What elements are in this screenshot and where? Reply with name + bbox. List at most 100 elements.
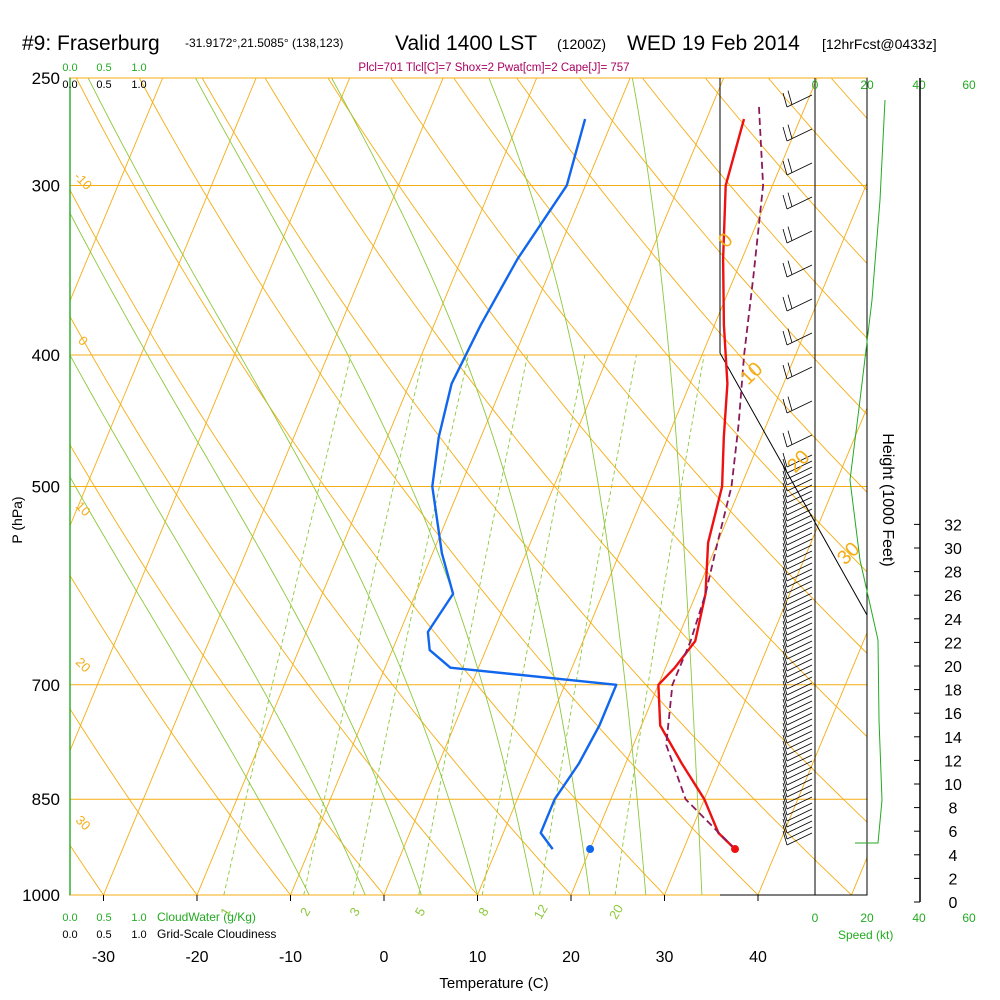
wind-barb — [782, 458, 813, 474]
wind-barb-staff — [786, 366, 813, 380]
height-tick-label: 4 — [949, 848, 958, 865]
wind-barb — [782, 158, 813, 176]
wind-barb-feather — [782, 296, 788, 312]
moist-adiabat-line — [488, 78, 647, 895]
wind-barb-staff — [786, 508, 813, 522]
mixing-ratio-line — [303, 354, 425, 895]
wind-barb-staff — [786, 94, 813, 108]
wind-barb-staff — [786, 736, 813, 750]
wind-barb — [782, 494, 813, 510]
mixing-ratio-label: 20 — [606, 902, 626, 922]
wind-barb — [782, 524, 813, 540]
dry-adiabat-line — [201, 78, 852, 895]
speed-tick-bottom: 20 — [860, 911, 874, 925]
stability-indices: Plcl=701 Tlcl[C]=7 Shox=2 Pwat[cm]=2 Cap… — [358, 62, 629, 74]
wind-barb — [782, 566, 813, 582]
height-tick-label: 8 — [949, 801, 958, 818]
wind-barb-staff — [786, 646, 813, 660]
wind-barb-staff — [786, 700, 813, 714]
station-title: #9: Fraserburg — [22, 32, 160, 55]
cloudiness-tick-top: 0.5 — [96, 79, 111, 91]
dry-adiabat-line — [70, 574, 291, 895]
height-tick-label: 14 — [944, 730, 962, 747]
wind-barb — [782, 536, 813, 552]
wind-barb-feather — [782, 650, 788, 666]
wind-barb — [782, 124, 813, 142]
wind-barb — [782, 530, 813, 546]
moist-adiabat-line — [331, 78, 591, 895]
wind-barb — [782, 692, 813, 708]
wind-barb — [782, 728, 813, 744]
valid-time: Valid 1400 LST — [395, 32, 537, 55]
wind-barb-feather — [787, 260, 793, 275]
wind-barb-feather — [782, 572, 788, 588]
dry-adiabat-line — [642, 78, 867, 339]
x-tick-label: 30 — [656, 949, 674, 966]
wind-barb-staff — [786, 484, 813, 498]
height-tick-label: 32 — [944, 517, 962, 534]
wind-barb — [782, 812, 813, 828]
wind-barb-feather — [782, 812, 788, 828]
moist-adiabat-line — [631, 78, 703, 895]
surface-temperature-marker — [731, 845, 740, 854]
wind-barb-feather — [782, 644, 788, 660]
wind-barb-feather — [782, 518, 788, 534]
wind-barb-staff — [786, 742, 813, 756]
wind-barb-staff — [786, 670, 813, 684]
height-axis-title: Height (1000 Feet) — [879, 433, 896, 566]
wind-barb-feather — [782, 458, 788, 474]
dewpoint-trace — [426, 118, 618, 850]
wind-barb-feather — [782, 800, 788, 816]
wind-barb-feather — [782, 830, 788, 846]
dry-adiabat-line — [453, 78, 867, 573]
speed-tick-top: 0 — [812, 78, 819, 92]
wind-barb — [782, 770, 813, 786]
height-tick-label: 22 — [944, 635, 962, 652]
dry-adiabat-line — [264, 78, 867, 823]
wind-barb-staff — [786, 580, 813, 594]
wind-barb-feather — [787, 226, 793, 241]
wind-barb-feather — [782, 620, 788, 636]
wind-barb-feather — [787, 396, 793, 411]
wind-barb — [782, 584, 813, 600]
wind-barb-staff — [786, 400, 813, 414]
wind-barb — [782, 794, 813, 810]
wind-barb-staff — [786, 748, 813, 762]
cloudwater-tick-top: 0.5 — [96, 62, 111, 74]
pressure-tick-label: 850 — [32, 790, 60, 809]
mixing-ratio-label: 12 — [531, 902, 551, 922]
wind-barb-staff — [786, 808, 813, 822]
wind-barb-staff — [786, 712, 813, 726]
wind-barb-feather — [782, 638, 788, 654]
wind-barb — [782, 590, 813, 606]
wind-barb — [782, 328, 813, 346]
wind-barb-feather — [782, 656, 788, 672]
wind-barb-feather — [782, 548, 788, 564]
x-tick-label: 40 — [749, 949, 767, 966]
wind-barb — [782, 650, 813, 666]
station-coords: -31.9172°,21.5085° (138,123) — [185, 36, 343, 50]
wind-barb-feather — [782, 554, 788, 570]
speed-tick-bottom: 0 — [812, 911, 819, 925]
wind-barb — [782, 578, 813, 594]
wind-barb — [782, 734, 813, 750]
wind-barb-feather — [782, 602, 788, 618]
wind-barb-staff — [786, 230, 813, 244]
wind-barb — [782, 644, 813, 660]
wind-barb-staff — [786, 658, 813, 672]
wind-barb-feather — [782, 674, 788, 690]
wind-barb-feather — [782, 692, 788, 708]
x-axis-title: Temperature (C) — [439, 975, 548, 992]
wind-barb — [782, 294, 813, 312]
mixing-ratio-label: 5 — [412, 905, 429, 919]
dry-adiabat-line — [579, 78, 867, 415]
moist-adiabat-line — [70, 354, 366, 895]
wind-barb-feather — [782, 398, 788, 414]
wind-barb-staff — [786, 490, 813, 504]
wind-barb-feather — [782, 578, 788, 594]
wind-barb-feather — [782, 330, 788, 346]
wind-barb — [782, 782, 813, 798]
wind-barb-feather — [782, 482, 788, 498]
isotherm-label: 10 — [73, 498, 94, 519]
wind-barb-feather — [782, 566, 788, 582]
